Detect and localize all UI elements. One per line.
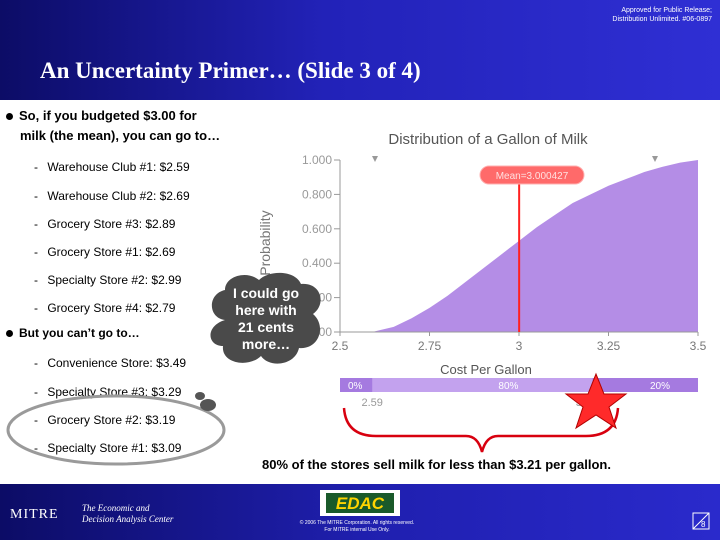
list-item: - Grocery Store #1: $2.69 <box>34 245 176 259</box>
marker-left-icon <box>372 156 378 162</box>
x-axis-label: Cost Per Gallon <box>440 362 532 377</box>
cannot-lead: But you can’t go to… <box>19 326 140 340</box>
store-price: Grocery Store #3: $2.89 <box>47 217 176 231</box>
list-item: - Grocery Store #4: $2.79 <box>34 301 176 315</box>
list-item: - Grocery Store #3: $2.89 <box>34 217 176 231</box>
store-price: Specialty Store #3: $3.29 <box>47 385 182 399</box>
range-mid-pct: 80% <box>498 381 518 392</box>
highlight-ellipse <box>6 394 226 466</box>
bullet-dot <box>6 113 13 121</box>
list-item: - Specialty Store #2: $2.99 <box>34 273 182 287</box>
list-item: - Specialty Store #1: $3.09 <box>34 441 182 455</box>
thought-dot-small <box>195 392 205 400</box>
y-tick-label: 1.000 <box>302 153 332 167</box>
x-tick-label: 2.75 <box>418 339 442 353</box>
thought-bubble-text: I could go here with 21 cents more… <box>212 285 320 353</box>
store-price: Grocery Store #4: $2.79 <box>47 301 176 315</box>
thought-line: 21 cents <box>237 319 295 335</box>
chart-title: Distribution of a Gallon of Milk <box>388 131 588 148</box>
approval-line-1: Approved for Public Release; <box>621 7 712 14</box>
approval-line-2: Distribution Unlimited. #06-0897 <box>612 16 712 23</box>
thought-cloud <box>210 272 321 364</box>
list-item: - Warehouse Club #2: $2.69 <box>34 189 190 203</box>
list-item: - Specialty Store #3: $3.29 <box>34 385 182 399</box>
cannot-bullet: But you can’t go to… <box>6 326 140 340</box>
callout-text: 80% of the stores sell milk for less tha… <box>262 457 611 472</box>
copyright: © 2006 The MITRE Corporation. All rights… <box>272 520 442 534</box>
lead-line-2: milk (the mean), you can go to… <box>20 128 221 143</box>
store-price: Grocery Store #1: $2.69 <box>47 245 176 259</box>
edac-logo-text: EDAC <box>336 494 385 513</box>
store-price: Convenience Store: $3.49 <box>47 356 187 370</box>
edac-logo: EDAC <box>320 490 400 516</box>
thought-bubble <box>210 272 321 364</box>
range-right-pct: 20% <box>650 381 670 392</box>
x-tick-label: 3.25 <box>597 339 621 353</box>
thought-line: more… <box>241 336 291 352</box>
list-item: - Grocery Store #2: $3.19 <box>34 413 176 427</box>
lead-line-1: So, if you budgeted $3.00 for <box>19 108 197 123</box>
store-price: Specialty Store #1: $3.09 <box>47 441 182 455</box>
mean-label-box <box>479 165 585 185</box>
mean-label: Mean=3.000427 <box>496 171 569 182</box>
center-line-1: The Economic and <box>82 503 150 513</box>
thought-dot-large <box>200 399 216 411</box>
x-tick-label: 3 <box>516 339 523 353</box>
range-low-value: 2.59 <box>362 397 383 409</box>
bracket <box>342 407 620 453</box>
header-bar <box>0 0 720 100</box>
copyright-line-1: © 2006 The MITRE Corporation. All rights… <box>299 520 415 526</box>
page-number: 8 <box>701 520 706 529</box>
plot-area: 1.0000.8000.6000.4000.2000.0002.52.7533.… <box>302 153 707 353</box>
edac-logo-plate <box>326 493 394 513</box>
thought-line: here with <box>235 302 297 318</box>
center-name: The Economic and Decision Analysis Cente… <box>82 503 173 525</box>
center-line-2: Decision Analysis Center <box>82 514 174 524</box>
range-left-pct: 0% <box>348 381 363 392</box>
y-tick-label: 0.600 <box>302 222 332 236</box>
y-tick-label: 0.400 <box>302 256 332 270</box>
lead-bullet: So, if you budgeted $3.00 for <box>6 108 197 123</box>
bullet-dot <box>6 330 13 338</box>
store-price: Grocery Store #2: $3.19 <box>47 413 176 427</box>
list-item: - Convenience Store: $3.49 <box>34 356 187 370</box>
y-tick-label: 0.800 <box>302 187 332 201</box>
copyright-line-2: For MITRE internal Use Only. <box>324 527 390 533</box>
store-price: Warehouse Club #2: $2.69 <box>47 189 190 203</box>
mitre-logo: MITRE <box>10 507 59 522</box>
approval-notice: Approved for Public Release; Distributio… <box>532 6 712 24</box>
marker-right-icon <box>652 156 658 162</box>
store-price: Warehouse Club #1: $2.59 <box>47 160 190 174</box>
star-icon <box>564 372 628 430</box>
page-corner-icon <box>692 512 710 530</box>
x-tick-label: 2.5 <box>332 339 349 353</box>
range-bar-middle <box>372 378 593 392</box>
x-tick-label: 3.5 <box>690 339 707 353</box>
thought-line: I could go <box>232 285 300 301</box>
slide-title: An Uncertainty Primer… (Slide 3 of 4) <box>40 58 421 83</box>
list-item: - Warehouse Club #1: $2.59 <box>34 160 190 174</box>
store-price: Specialty Store #2: $2.99 <box>47 273 182 287</box>
